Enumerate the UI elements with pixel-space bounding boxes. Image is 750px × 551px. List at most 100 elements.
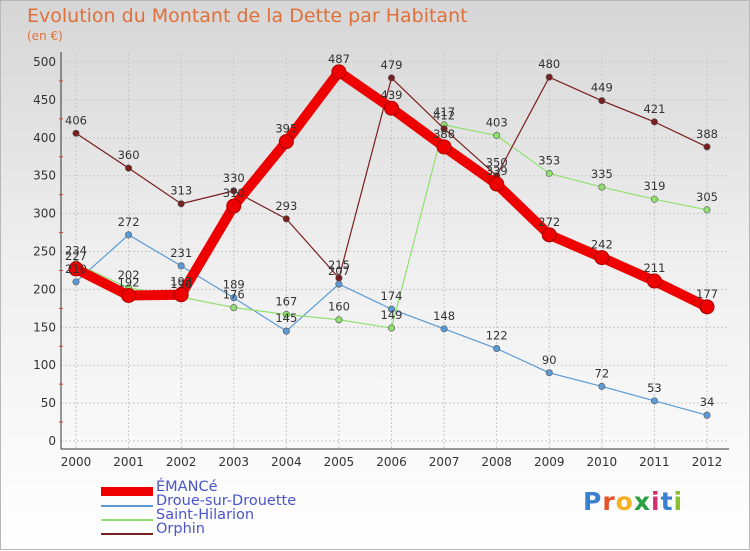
legend-swatch xyxy=(101,533,153,535)
data-point xyxy=(173,287,189,303)
data-point xyxy=(650,195,658,203)
data-point xyxy=(545,169,553,177)
data-label: 167 xyxy=(275,294,297,308)
data-label: 417 xyxy=(433,105,455,119)
data-point xyxy=(125,231,133,239)
chart-title: Evolution du Montant de la Dette par Hab… xyxy=(27,5,468,27)
legend-swatch xyxy=(101,487,153,496)
data-point xyxy=(68,261,84,277)
y-tick-label: 200 xyxy=(33,282,56,296)
data-point xyxy=(230,187,238,195)
y-tick-label: 150 xyxy=(33,320,56,334)
data-label: 149 xyxy=(381,308,403,322)
data-label: 310 xyxy=(223,186,245,200)
data-point xyxy=(72,129,80,137)
data-label: 479 xyxy=(381,58,403,72)
data-point xyxy=(598,183,606,191)
data-label: 350 xyxy=(486,156,508,170)
data-point xyxy=(121,287,137,303)
data-point xyxy=(598,97,606,105)
y-tick-label: 350 xyxy=(33,169,56,183)
data-label: 293 xyxy=(275,199,297,213)
data-point xyxy=(594,250,610,266)
data-label: 210 xyxy=(65,262,87,276)
y-tick-label: 250 xyxy=(33,245,56,259)
data-label: 313 xyxy=(170,184,192,198)
data-label: 192 xyxy=(118,275,140,289)
x-tick-label: 2005 xyxy=(324,455,355,469)
data-label: 319 xyxy=(643,179,665,193)
data-label: 215 xyxy=(328,258,350,272)
x-tick-label: 2010 xyxy=(587,455,618,469)
data-point xyxy=(493,345,501,353)
data-point xyxy=(650,397,658,405)
legend-swatch xyxy=(101,519,153,521)
y-tick-label: 0 xyxy=(48,434,56,448)
x-tick-label: 2007 xyxy=(429,455,460,469)
data-label: 406 xyxy=(65,113,87,127)
legend-label: Orphin xyxy=(156,521,205,537)
data-point xyxy=(226,198,242,214)
data-label: 176 xyxy=(223,288,245,302)
data-label: 202 xyxy=(118,268,140,282)
proxiti-logo: Proxiti xyxy=(583,487,684,516)
data-point xyxy=(493,132,501,140)
data-label: 34 xyxy=(700,395,715,409)
data-point xyxy=(177,200,185,208)
data-point xyxy=(282,215,290,223)
legend-label: Saint-Hilarion xyxy=(156,507,255,523)
legend-label: ÉMANCé xyxy=(156,479,218,495)
data-point xyxy=(440,325,448,333)
data-label: 487 xyxy=(328,52,350,66)
y-tick-label: 100 xyxy=(33,358,56,372)
data-label: 388 xyxy=(433,127,455,141)
y-tick-label: 400 xyxy=(33,131,56,145)
y-tick-label: 50 xyxy=(41,396,56,410)
data-label: 160 xyxy=(328,300,350,314)
data-point xyxy=(335,280,343,288)
x-tick-label: 2012 xyxy=(692,455,723,469)
data-point xyxy=(177,262,185,270)
x-tick-label: 2006 xyxy=(376,455,407,469)
data-label: 211 xyxy=(643,261,665,275)
data-label: 207 xyxy=(328,264,350,278)
data-label: 449 xyxy=(591,81,613,95)
data-label: 190 xyxy=(170,277,192,291)
data-label: 231 xyxy=(170,246,192,260)
data-point xyxy=(489,176,505,192)
data-label: 330 xyxy=(223,171,245,185)
data-point xyxy=(440,125,448,133)
data-point xyxy=(125,164,133,172)
data-label: 242 xyxy=(591,238,613,252)
data-point xyxy=(703,411,711,419)
data-label: 353 xyxy=(538,153,560,167)
data-label: 174 xyxy=(381,289,403,303)
data-label: 480 xyxy=(538,57,560,71)
data-label: 439 xyxy=(381,88,403,102)
legend-swatch xyxy=(101,505,153,507)
data-label: 145 xyxy=(275,311,297,325)
data-point xyxy=(387,324,395,332)
y-tick-label: 450 xyxy=(33,93,56,107)
chart-subtitle: (en €) xyxy=(27,29,63,43)
data-point xyxy=(335,316,343,324)
data-label: 335 xyxy=(591,167,613,181)
data-point xyxy=(541,227,557,243)
data-point xyxy=(703,206,711,214)
data-label: 90 xyxy=(542,353,557,367)
data-point xyxy=(278,134,294,150)
data-label: 122 xyxy=(486,329,508,343)
data-label: 412 xyxy=(433,109,455,123)
x-tick-label: 2008 xyxy=(481,455,512,469)
x-tick-label: 2000 xyxy=(61,455,92,469)
x-tick-label: 2009 xyxy=(534,455,565,469)
data-label: 388 xyxy=(696,127,718,141)
data-point xyxy=(282,327,290,335)
data-point xyxy=(650,118,658,126)
legend-label: Droue-sur-Drouette xyxy=(156,493,297,509)
x-tick-label: 2002 xyxy=(166,455,197,469)
data-point xyxy=(646,273,662,289)
x-tick-label: 2001 xyxy=(113,455,144,469)
y-tick-label: 500 xyxy=(33,55,56,69)
